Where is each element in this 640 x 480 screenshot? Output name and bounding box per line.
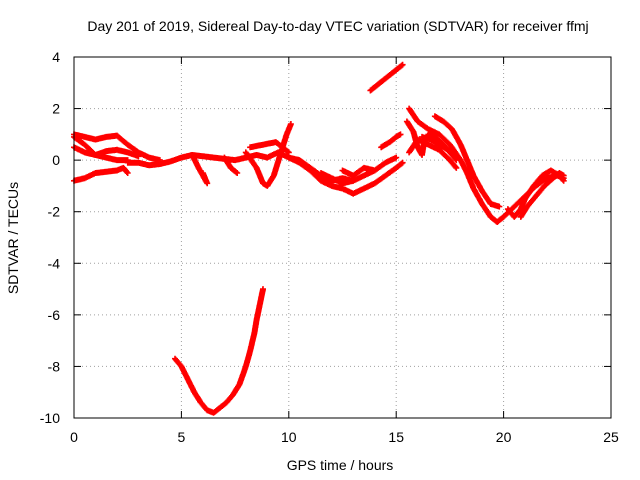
y-tick-label-0: -10 <box>40 410 60 426</box>
y-tick-label-6: 2 <box>52 101 60 117</box>
series-marks-track-i <box>247 139 292 156</box>
y-tick-label-3: -4 <box>48 255 61 271</box>
series-marks-track-l <box>339 164 378 179</box>
series-track-q <box>406 136 460 171</box>
series-marks-track-s <box>431 113 503 210</box>
x-tick-label-1: 5 <box>178 429 186 445</box>
series-track-s <box>431 113 503 210</box>
ticks-layer: 0 5 10 15 20 25 -10 -8 -6 -4 -2 0 2 4 <box>40 49 619 445</box>
chart-title: Day 201 of 2019, Sidereal Day-to-day VTE… <box>87 18 588 34</box>
y-tick-label-5: 0 <box>52 152 60 168</box>
y-tick-label-2: -6 <box>48 307 61 323</box>
series-track-j <box>285 154 406 197</box>
series-track-m <box>367 61 406 94</box>
grid-layer <box>74 57 611 418</box>
y-axis-label: SDTVAR / TECUs <box>5 182 21 294</box>
y-tick-label-4: -2 <box>48 204 61 220</box>
series-track-i <box>247 139 292 156</box>
series-marks-track-m <box>367 61 406 94</box>
series-track-u <box>517 170 567 220</box>
x-tick-label-5: 25 <box>603 429 619 445</box>
x-tick-label-4: 20 <box>496 429 512 445</box>
series-marks-track-u <box>517 170 567 220</box>
series-track-f <box>189 152 211 187</box>
plot-frame <box>73 56 612 419</box>
series-marks-track-q <box>406 136 460 171</box>
series-marks-track-v <box>172 286 266 416</box>
series-track-g <box>221 154 241 176</box>
series-marks-track-g <box>221 154 241 176</box>
series-marks-track-f <box>189 152 211 187</box>
series-track-r <box>419 133 460 158</box>
y-tick-label-7: 4 <box>52 49 60 65</box>
series-marks-track-r <box>419 133 460 158</box>
marks-layer <box>71 61 567 416</box>
series-track-v <box>172 286 266 416</box>
series-track-n <box>378 131 404 151</box>
x-tick-label-3: 15 <box>388 429 404 445</box>
series-marks-track-n <box>378 131 404 151</box>
series-marks-track-j <box>285 154 406 197</box>
x-tick-label-2: 10 <box>281 429 297 445</box>
x-axis-label: GPS time / hours <box>287 457 394 473</box>
x-tick-label-0: 0 <box>70 429 78 445</box>
y-tick-label-1: -8 <box>48 358 61 374</box>
series-track-l <box>339 164 378 179</box>
